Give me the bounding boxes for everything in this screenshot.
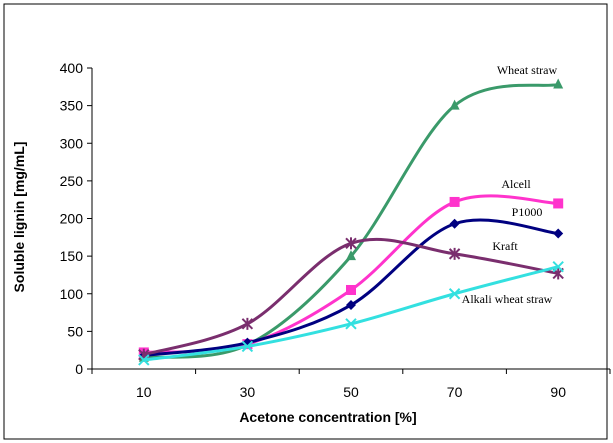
data-point: [553, 78, 564, 89]
x-axis-title: Acetone concentration [%]: [239, 409, 416, 425]
x-tick-label: 10: [136, 384, 152, 400]
data-point: [449, 99, 460, 110]
x-tick-label: 70: [447, 384, 463, 400]
series-label-alcell: Alcell: [501, 177, 531, 191]
y-tick-label: 0: [75, 361, 83, 377]
y-tick-label: 150: [60, 248, 84, 264]
axes: 0 50 100 150 200 250 300 350 400 10 30 50 70 90: [60, 60, 611, 400]
x-tick-label: 90: [550, 384, 566, 400]
y-tick-label: 200: [60, 211, 84, 227]
data-point: [448, 247, 461, 260]
x-tick-label: 50: [343, 384, 359, 400]
data-point: [345, 318, 357, 330]
series-label-alkali-wheat-straw: Alkali wheat straw: [462, 292, 553, 306]
data-point: [241, 317, 254, 330]
series-layer: [138, 78, 564, 366]
y-tick-label: 50: [67, 323, 83, 339]
data-point: [553, 198, 564, 209]
y-axis-title: Soluble lignin [mg/mL]: [11, 142, 27, 293]
data-point: [552, 260, 564, 273]
data-point: [346, 300, 356, 311]
data-point: [138, 354, 150, 366]
series-label-p1000: P1000: [512, 205, 543, 219]
labels-layer: Wheat straw Alcell P1000 Kraft Alkali wheat …: [462, 63, 558, 306]
data-point: [449, 218, 460, 229]
data-point: [553, 228, 564, 239]
y-tick-label: 300: [60, 135, 84, 151]
x-tick-label: 30: [240, 384, 256, 400]
data-point: [346, 284, 356, 295]
y-tick-label: 400: [60, 60, 84, 76]
data-point: [345, 237, 357, 250]
series-label-kraft: Kraft: [492, 239, 518, 253]
data-point: [449, 196, 460, 207]
y-tick-label: 250: [60, 173, 84, 189]
y-tick-label: 350: [60, 98, 84, 114]
data-point: [346, 250, 356, 261]
series-alkali-wheat-straw: [138, 260, 564, 366]
y-tick-label: 100: [60, 286, 84, 302]
data-point: [448, 288, 461, 300]
data-point: [241, 340, 254, 353]
series-label-wheat-straw: Wheat straw: [497, 63, 558, 77]
